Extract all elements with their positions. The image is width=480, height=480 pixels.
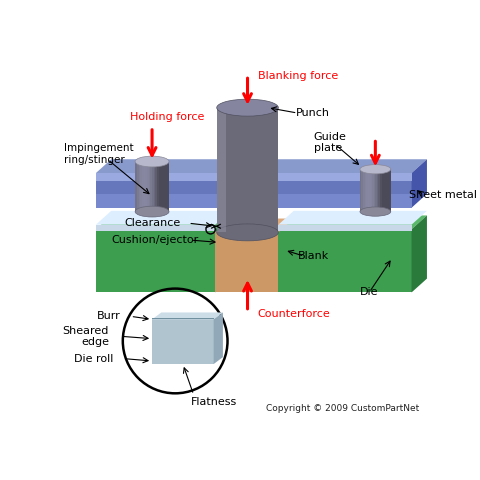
Polygon shape [152, 162, 154, 212]
Polygon shape [371, 169, 372, 212]
Polygon shape [96, 173, 411, 181]
Polygon shape [389, 169, 391, 212]
Polygon shape [96, 173, 411, 208]
Polygon shape [217, 108, 278, 232]
Polygon shape [150, 162, 152, 212]
Text: Burr: Burr [97, 311, 120, 321]
Polygon shape [156, 162, 157, 212]
Text: Sheared
edge: Sheared edge [62, 325, 109, 347]
Polygon shape [152, 319, 214, 364]
Polygon shape [149, 162, 150, 212]
Polygon shape [215, 232, 278, 292]
Polygon shape [278, 211, 427, 225]
Ellipse shape [135, 156, 169, 167]
Ellipse shape [217, 99, 278, 116]
Polygon shape [372, 169, 374, 212]
Text: Die roll: Die roll [74, 354, 114, 364]
Polygon shape [278, 229, 411, 292]
Polygon shape [374, 169, 375, 212]
Text: Cushion/ejector: Cushion/ejector [111, 235, 199, 245]
Polygon shape [388, 169, 389, 212]
Polygon shape [365, 169, 366, 212]
Polygon shape [386, 169, 388, 212]
Polygon shape [96, 194, 411, 208]
Polygon shape [96, 216, 230, 229]
Polygon shape [160, 162, 162, 212]
Polygon shape [96, 229, 215, 292]
Polygon shape [96, 159, 427, 173]
Text: Blanking force: Blanking force [258, 72, 338, 82]
Polygon shape [152, 318, 214, 319]
Polygon shape [96, 211, 230, 225]
Polygon shape [278, 216, 427, 229]
Polygon shape [162, 162, 164, 212]
Polygon shape [378, 169, 380, 212]
Polygon shape [135, 162, 137, 212]
Polygon shape [361, 169, 363, 212]
Text: Flatness: Flatness [191, 397, 237, 407]
Polygon shape [215, 218, 294, 232]
Polygon shape [366, 169, 368, 212]
Polygon shape [278, 225, 411, 231]
Polygon shape [215, 216, 230, 292]
Polygon shape [217, 108, 226, 232]
Polygon shape [411, 216, 427, 292]
Polygon shape [139, 162, 140, 212]
Polygon shape [382, 169, 383, 212]
Polygon shape [140, 162, 142, 212]
Polygon shape [380, 169, 382, 212]
Polygon shape [142, 162, 144, 212]
Ellipse shape [135, 206, 169, 217]
Ellipse shape [217, 224, 278, 241]
Polygon shape [384, 169, 386, 212]
Text: Punch: Punch [296, 108, 330, 118]
Polygon shape [96, 225, 215, 231]
Polygon shape [144, 162, 145, 212]
Polygon shape [159, 162, 160, 212]
Text: Sheet metal: Sheet metal [409, 190, 477, 200]
Polygon shape [377, 169, 378, 212]
Ellipse shape [360, 165, 391, 174]
Polygon shape [375, 169, 377, 212]
Polygon shape [137, 162, 139, 212]
Polygon shape [360, 169, 361, 212]
Text: Copyright © 2009 CustomPartNet: Copyright © 2009 CustomPartNet [265, 404, 419, 413]
Text: Holding force: Holding force [131, 111, 205, 121]
Text: Counterforce: Counterforce [258, 309, 330, 319]
Polygon shape [164, 162, 166, 212]
Polygon shape [214, 312, 223, 364]
Polygon shape [166, 162, 168, 212]
Text: Clearance: Clearance [124, 218, 180, 228]
Ellipse shape [360, 207, 391, 216]
Text: Blank: Blank [299, 251, 330, 261]
Polygon shape [168, 162, 169, 212]
Polygon shape [154, 162, 156, 212]
Polygon shape [383, 169, 384, 212]
Text: Guide
plate: Guide plate [314, 132, 347, 153]
Polygon shape [369, 169, 371, 212]
Polygon shape [152, 312, 223, 319]
Polygon shape [145, 162, 147, 212]
Text: Impingement
ring/stinger: Impingement ring/stinger [64, 143, 134, 165]
Text: Die: Die [360, 288, 378, 298]
Polygon shape [368, 169, 369, 212]
Polygon shape [147, 162, 149, 212]
Polygon shape [157, 162, 159, 212]
Polygon shape [411, 159, 427, 208]
Polygon shape [363, 169, 365, 212]
